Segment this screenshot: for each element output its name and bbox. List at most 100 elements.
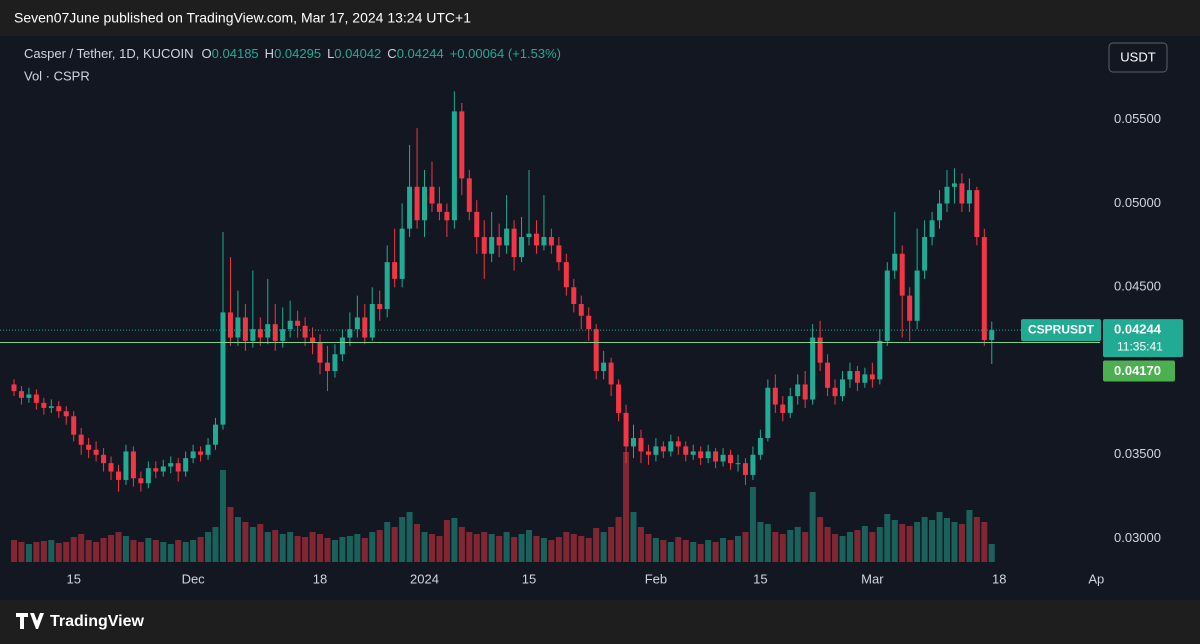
candle-body: [504, 228, 510, 246]
candle-body: [645, 451, 651, 455]
currency: USDT: [1120, 49, 1155, 64]
candle-body: [683, 446, 689, 455]
candle-body: [11, 384, 17, 392]
c-value: 0.04244: [397, 46, 444, 61]
volume-bar: [615, 517, 622, 562]
x-tick-label: Ap: [1088, 571, 1104, 586]
volume-bar: [660, 540, 667, 562]
volume-bar: [966, 510, 973, 562]
candle-body: [407, 186, 413, 229]
volume-bar: [302, 537, 309, 562]
volume-bar: [137, 542, 144, 562]
volume-bar: [242, 522, 249, 562]
volume-bar: [652, 538, 659, 562]
candle-body: [205, 444, 211, 455]
candle-body: [198, 451, 204, 455]
o-label: O: [202, 46, 212, 61]
volume-bar: [921, 517, 928, 562]
volume-bar: [869, 532, 876, 562]
candle-body: [436, 203, 442, 212]
candle-body: [86, 444, 92, 450]
volume-bar: [503, 532, 510, 562]
y-tick-label: 0.05000: [1114, 195, 1161, 210]
volume-bar: [906, 526, 913, 562]
volume-bar: [436, 536, 443, 562]
ticker: CSPRUSDT: [1028, 322, 1095, 336]
volume-bar: [384, 522, 391, 562]
candle-body: [444, 211, 450, 221]
candle-body: [616, 384, 622, 413]
y-tick-label: 0.03500: [1114, 446, 1161, 461]
candle-body: [571, 287, 577, 305]
volume-bar: [294, 536, 301, 562]
volume-bar: [951, 522, 958, 562]
volume-bar: [749, 487, 756, 562]
footer-bar: [0, 600, 1200, 644]
candle-body: [966, 190, 972, 204]
volume-bar: [861, 526, 868, 562]
volume-bar: [78, 534, 85, 562]
candle-body: [742, 463, 748, 475]
price-box: [1103, 319, 1183, 358]
candle-body: [698, 451, 704, 459]
x-tick-label: 15: [66, 571, 80, 586]
candle-body: [489, 237, 495, 254]
volume-bar: [876, 527, 883, 562]
candle-body: [959, 183, 965, 204]
volume-bar: [884, 514, 891, 562]
volume-bar: [757, 522, 764, 562]
candle-body: [33, 394, 39, 403]
candle-body: [168, 463, 174, 467]
volume-bar: [40, 541, 47, 562]
candle-body: [608, 362, 614, 385]
volume-bar: [608, 527, 615, 562]
x-tick-label: 15: [753, 571, 767, 586]
candle-body: [101, 454, 107, 464]
currency-button[interactable]: [1108, 42, 1168, 73]
candle-body: [668, 441, 674, 452]
volume-bar: [25, 544, 32, 562]
candle-body: [422, 186, 428, 221]
h-label: H: [265, 46, 274, 61]
candle-body: [265, 324, 271, 338]
volume-bar: [540, 538, 547, 562]
volume-bar: [705, 540, 712, 562]
volume-bar: [458, 527, 465, 562]
candle-body: [399, 228, 405, 279]
volume-bar: [570, 534, 577, 562]
candle-body: [914, 270, 920, 321]
x-tick-label: Feb: [645, 571, 667, 586]
volume-bar: [764, 524, 771, 562]
candle-body: [989, 330, 995, 341]
volume-bar: [376, 530, 383, 562]
candle-body: [18, 391, 24, 398]
x-tick-label: 18: [313, 571, 327, 586]
candle-body: [63, 411, 69, 417]
candle-body: [586, 315, 592, 330]
x-tick-label: Dec: [182, 571, 206, 586]
volume-bar: [324, 538, 331, 562]
candle-body: [280, 329, 286, 341]
candle-body: [302, 325, 308, 338]
volume-bar: [697, 544, 704, 562]
volume-bar: [682, 540, 689, 562]
volume-bar: [391, 527, 398, 562]
y-tick-label: 0.05500: [1114, 111, 1161, 126]
volume-bar: [496, 536, 503, 562]
candle-body: [183, 458, 189, 472]
volume-bar: [249, 527, 256, 562]
volume-bar: [563, 532, 570, 562]
candle-body: [892, 253, 898, 271]
volume-bar: [279, 534, 286, 562]
volume-bar: [70, 537, 77, 562]
candle-body: [750, 454, 756, 475]
volume-bar: [891, 520, 898, 562]
volume-bar: [264, 532, 271, 562]
candle-body: [884, 270, 890, 341]
volume-bar: [787, 530, 794, 562]
candle-body: [728, 454, 734, 464]
candle-body: [451, 111, 457, 221]
volume-bar: [48, 540, 55, 562]
candle-body: [310, 337, 316, 343]
